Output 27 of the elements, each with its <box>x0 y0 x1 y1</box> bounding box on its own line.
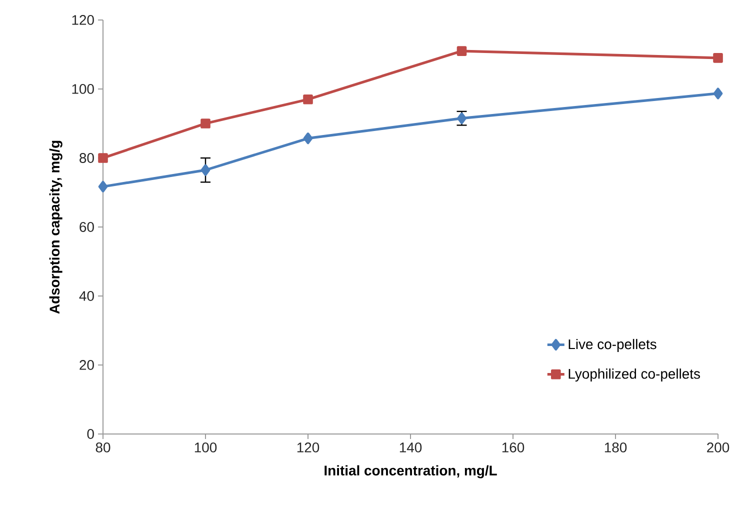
y-tick-label: 80 <box>80 153 94 163</box>
point <box>303 94 313 104</box>
y-axis-title: Adsorption capacity, mg/g <box>49 140 62 314</box>
y-tick-label: 40 <box>79 291 94 301</box>
point <box>200 118 210 128</box>
x-tick-label: 160 <box>502 442 524 452</box>
legend-label: Live co-pellets <box>568 338 656 352</box>
y-tick-label: 0 <box>87 429 94 439</box>
point <box>713 53 723 63</box>
x-tick-label: 120 <box>297 442 320 452</box>
x-tick-label: 200 <box>707 442 730 452</box>
point <box>98 153 108 163</box>
point <box>713 88 723 100</box>
point <box>98 180 108 192</box>
x-tick-label: 180 <box>604 442 627 452</box>
x-tick-label: 80 <box>96 442 110 452</box>
x-axis-title: Initial concentration, mg/L <box>324 465 497 478</box>
point <box>200 164 210 176</box>
y-tick-label: 20 <box>80 360 94 370</box>
x-tick-label: 140 <box>400 442 422 452</box>
y-tick-label: 60 <box>80 222 94 232</box>
legend-label: Lyophilized co-pellets <box>568 368 700 382</box>
point <box>456 46 467 56</box>
y-tick-label: 100 <box>72 84 94 94</box>
x-tick-label: 100 <box>194 442 217 452</box>
point <box>303 132 313 144</box>
y-tick-label: 120 <box>72 15 94 25</box>
